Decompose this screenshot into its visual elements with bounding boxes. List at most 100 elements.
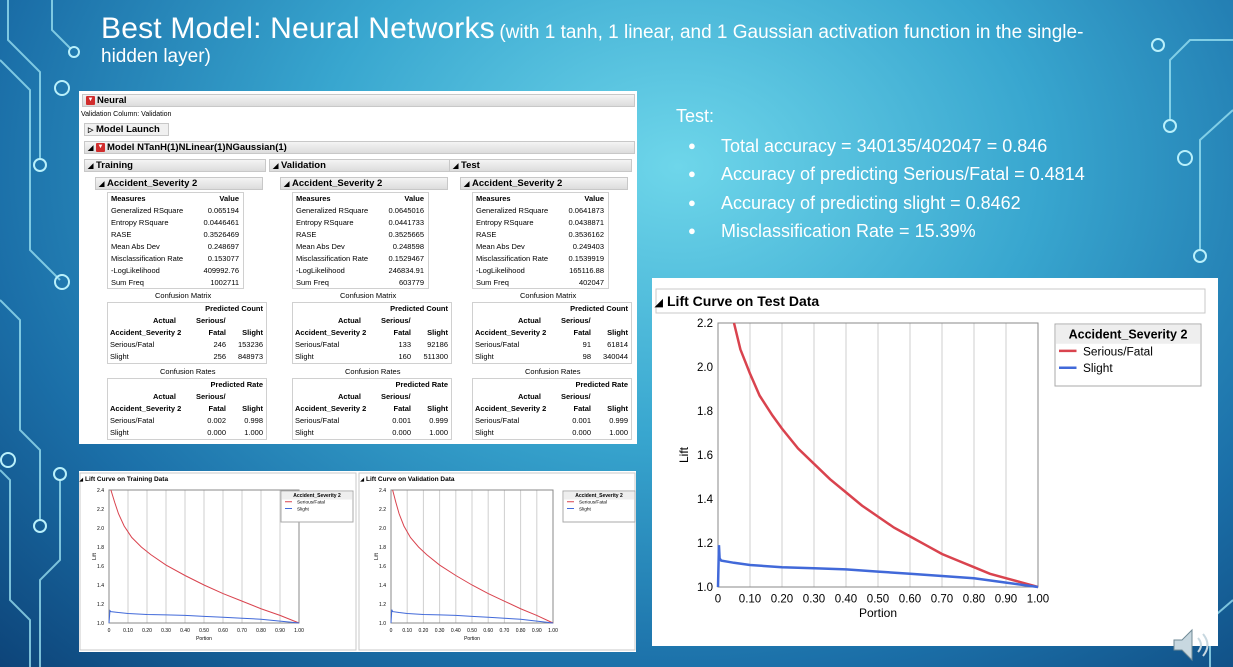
confusion-row-label: Serious/Fatal <box>295 416 340 425</box>
legend-title: Accident_Severity 2 <box>575 493 623 499</box>
confusion-cell: 0.002 <box>207 416 226 425</box>
x-tick-label: 0.50 <box>467 628 477 634</box>
legend-item: Serious/Fatal <box>1083 344 1153 358</box>
x-tick-label: 0.20 <box>142 628 152 634</box>
bullet-slight-accuracy: Accuracy of predicting slight = 0.8462 <box>676 189 1221 218</box>
measure-name: Generalized RSquare <box>476 206 549 215</box>
disclosure-open-icon[interactable]: ◢ <box>453 163 459 170</box>
x-tick-label: 0.70 <box>500 628 510 634</box>
disclosure-open-icon[interactable]: ◢ <box>360 477 364 483</box>
plot-area <box>717 322 1039 588</box>
actual-label: Actual <box>338 316 361 325</box>
measure-name: Entropy RSquare <box>476 218 534 227</box>
disclosure-open-icon[interactable]: ◢ <box>284 181 290 188</box>
slide-title-main: Best Model: Neural Networks <box>101 12 495 45</box>
measures-col-header: Measures <box>296 194 331 203</box>
speaker-icon[interactable] <box>1166 626 1226 664</box>
legend-title: Accident_Severity 2 <box>293 493 341 499</box>
y-tick-label: 1.2 <box>379 602 386 608</box>
confusion-cell: 153236 <box>237 340 263 349</box>
value-col-header: Value <box>219 194 239 203</box>
x-tick-label: 1.00 <box>548 628 558 634</box>
x-tick-label: 0 <box>390 628 393 634</box>
row-label-header: Accident_Severity 2 <box>295 404 367 413</box>
measure-value: 246834.91 <box>388 266 424 275</box>
disclosure-open-icon[interactable]: ◢ <box>273 163 279 170</box>
red-triangle-menu-icon[interactable]: ▼ <box>86 95 95 105</box>
chart-2: Lift Curve on Test Data ◢ 0 0.10 0.20 0.30 0.4… <box>654 288 1206 620</box>
serious-col-header: Serious/ <box>196 392 226 401</box>
fatal-col-header: Fatal <box>573 328 591 337</box>
x-tick-label: 0.60 <box>899 594 921 606</box>
accident-severity-header[interactable]: ◢ Accident_Severity 2 <box>280 177 448 190</box>
predicted-header: Predicted Count <box>205 304 263 313</box>
y-tick-label: 2.2 <box>379 507 386 513</box>
slight-col-header: Slight <box>607 404 628 413</box>
measure-value: 402047 <box>578 278 604 287</box>
neural-header[interactable]: ▼ Neural <box>82 94 635 107</box>
measure-name: RASE <box>296 230 317 239</box>
x-axis-label: Portion <box>464 636 480 642</box>
confusion-matrix-title: Confusion Matrix <box>155 291 212 300</box>
confusion-row-label: Serious/Fatal <box>475 340 520 349</box>
disclosure-open-icon[interactable]: ◢ <box>88 163 94 170</box>
section-header-training[interactable]: ◢ Training <box>84 159 266 172</box>
measure-value: 0.0645016 <box>388 206 424 215</box>
chart-1: Lift Curve on Validation Data◢ 0 0.10 0.20 0… <box>358 472 636 651</box>
y-axis-label: Lift <box>92 553 98 560</box>
fatal-col-header: Fatal <box>573 404 591 413</box>
jmp-report-panel: ▼ Neural Validation Column: Validation ▷ M… <box>79 91 637 444</box>
fatal-col-header: Fatal <box>208 404 226 413</box>
y-axis-label: Lift <box>374 553 380 560</box>
disclosure-open-icon[interactable]: ◢ <box>79 477 83 483</box>
measure-value: 0.153077 <box>207 254 239 263</box>
confusion-cell: 256 <box>213 352 226 361</box>
x-tick-label: 0.40 <box>180 628 190 634</box>
confusion-rates-table: Predicted Rate Actual Serious/Accident_Sev… <box>292 378 452 440</box>
measure-name: Misclassification Rate <box>111 254 184 263</box>
section-header-test[interactable]: ◢ Test <box>449 159 632 172</box>
disclosure-open-icon[interactable]: ◢ <box>88 145 94 152</box>
model-label: Model NTanH(1)NLinear(1)NGaussian(1) <box>107 142 287 153</box>
section-header-validation[interactable]: ◢ Validation <box>269 159 451 172</box>
measure-value: 0.065194 <box>207 206 239 215</box>
value-col-header: Value <box>404 194 424 203</box>
measure-name: Sum Freq <box>111 278 144 287</box>
lift-curve-test-chart: Lift Curve on Test Data ◢ 0 0.10 0.20 0.30 0.4… <box>654 288 1206 620</box>
predicted-header: Predicted Rate <box>210 380 263 389</box>
disclosure-closed-icon[interactable]: ▷ <box>88 127 94 134</box>
subsection-label: Accident_Severity 2 <box>292 178 383 189</box>
confusion-cell: 0.001 <box>392 416 411 425</box>
slight-col-header: Slight <box>427 328 448 337</box>
measure-name: Sum Freq <box>296 278 329 287</box>
measure-value: 409992.76 <box>203 266 239 275</box>
predicted-header: Predicted Count <box>570 304 628 313</box>
measure-name: Mean Abs Dev <box>476 242 525 251</box>
model-launch-header[interactable]: ▷ Model Launch <box>84 123 169 136</box>
lift-panel-train-valid: Lift Curve on Training Data ◢ 0 0.10 0.20 0.3… <box>79 471 636 652</box>
legend-item: Serious/Fatal <box>297 500 325 506</box>
x-tick-label: 0.80 <box>963 594 985 606</box>
confusion-matrix-title: Confusion Matrix <box>340 291 397 300</box>
slight-col-header: Slight <box>242 328 263 337</box>
series-line-serious-fatal <box>732 322 1039 589</box>
confusion-cell: 1.000 <box>429 428 448 437</box>
x-tick-label: 0.90 <box>995 594 1017 606</box>
accident-severity-header[interactable]: ◢ Accident_Severity 2 <box>460 177 628 190</box>
disclosure-open-icon[interactable]: ◢ <box>464 181 470 188</box>
y-tick-label: 2.4 <box>97 488 104 494</box>
confusion-cell: 1.000 <box>609 428 628 437</box>
value-col-header: Value <box>584 194 604 203</box>
chart-title: Lift Curve on Validation Data <box>366 476 455 483</box>
slide-title-sub: (with 1 tanh, 1 linear, and 1 Gaussian a… <box>101 22 1084 67</box>
series-line-serious-fatal <box>110 489 300 624</box>
red-triangle-menu-icon[interactable]: ▼ <box>96 142 105 152</box>
row-label-header: Accident_Severity 2 <box>110 328 182 337</box>
disclosure-open-icon[interactable]: ◢ <box>654 296 663 309</box>
accident-severity-header[interactable]: ◢ Accident_Severity 2 <box>95 177 263 190</box>
model-launch-label: Model Launch <box>96 124 160 135</box>
model-header[interactable]: ◢ ▼ Model NTanH(1)NLinear(1)NGaussian(1) <box>84 141 635 154</box>
plot-area <box>108 489 300 624</box>
disclosure-open-icon[interactable]: ◢ <box>99 181 105 188</box>
confusion-matrix-table: Predicted Count Actual Serious/Accident_Se… <box>472 302 632 364</box>
